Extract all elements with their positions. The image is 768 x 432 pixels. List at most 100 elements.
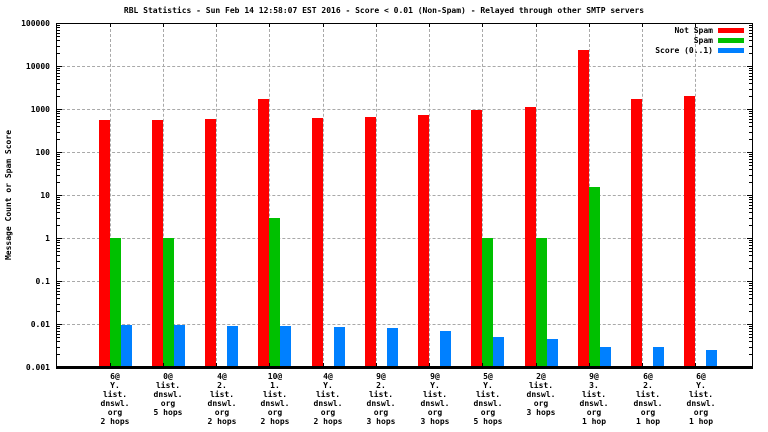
y-minor-tick bbox=[749, 161, 752, 163]
y-minor-tick bbox=[749, 96, 752, 98]
bar-spam bbox=[536, 238, 547, 366]
y-minor-tick bbox=[57, 298, 60, 300]
y-minor-tick bbox=[57, 174, 60, 176]
x-category-label: 6@ Y. list. dnswl. org 2 hops bbox=[100, 372, 130, 426]
x-tick bbox=[536, 363, 537, 366]
legend: Not Spam Spam Score (0..1) bbox=[655, 25, 744, 55]
y-minor-tick bbox=[57, 247, 60, 249]
v-gridline bbox=[376, 24, 377, 366]
x-tick bbox=[269, 24, 270, 27]
x-category-label: 6@ 2. list. dnswl. org 1 hop bbox=[633, 372, 663, 426]
y-major-tick bbox=[57, 195, 62, 196]
v-gridline bbox=[642, 24, 643, 366]
legend-entry-score-0-1: Score (0..1) bbox=[655, 45, 744, 55]
y-minor-tick bbox=[749, 113, 752, 115]
y-major-tick bbox=[57, 109, 62, 110]
x-tick bbox=[482, 24, 483, 27]
y-minor-tick bbox=[57, 326, 60, 327]
h-gridline bbox=[57, 109, 751, 110]
y-minor-tick bbox=[749, 154, 752, 155]
y-minor-tick bbox=[749, 169, 752, 171]
legend-label: Spam bbox=[693, 35, 713, 45]
y-minor-tick bbox=[749, 75, 752, 77]
h-gridline bbox=[57, 195, 751, 196]
x-tick bbox=[695, 24, 696, 27]
y-minor-tick bbox=[749, 174, 752, 176]
y-minor-tick bbox=[57, 40, 60, 42]
v-gridline bbox=[269, 24, 270, 366]
y-minor-tick bbox=[749, 247, 752, 249]
y-minor-tick bbox=[749, 268, 752, 270]
x-tick bbox=[216, 363, 217, 366]
v-gridline bbox=[163, 24, 164, 366]
y-minor-tick bbox=[749, 225, 752, 227]
bar-score-0-1 bbox=[600, 346, 611, 366]
bar-score-0-1 bbox=[387, 328, 398, 366]
y-minor-tick bbox=[749, 285, 752, 287]
y-minor-tick bbox=[57, 164, 60, 166]
y-minor-tick bbox=[749, 126, 752, 128]
y-tick-label: 1000 bbox=[30, 105, 50, 114]
bar-score-0-1 bbox=[547, 338, 558, 366]
y-minor-tick bbox=[57, 25, 60, 26]
y-minor-tick bbox=[749, 88, 752, 90]
x-tick bbox=[376, 24, 377, 27]
y-minor-tick bbox=[57, 88, 60, 90]
bar-score-0-1 bbox=[493, 336, 504, 366]
y-minor-tick bbox=[749, 283, 752, 284]
legend-swatch-spam bbox=[718, 37, 744, 43]
x-category-label: 4@ Y. list. dnswl. org 2 hops bbox=[313, 372, 343, 426]
y-minor-tick bbox=[57, 126, 60, 128]
y-tick-label: 10 bbox=[40, 191, 50, 200]
y-minor-tick bbox=[749, 25, 752, 26]
bar-not-spam bbox=[365, 117, 376, 366]
y-minor-tick bbox=[749, 131, 752, 133]
x-tick bbox=[429, 24, 430, 27]
y-minor-tick bbox=[749, 354, 752, 356]
y-major-tick bbox=[57, 324, 62, 325]
x-tick bbox=[269, 363, 270, 366]
y-minor-tick bbox=[57, 113, 60, 115]
x-tick bbox=[323, 24, 324, 27]
y-minor-tick bbox=[57, 283, 60, 284]
y-minor-tick bbox=[749, 303, 752, 305]
y-minor-tick bbox=[57, 70, 60, 72]
y-minor-tick bbox=[57, 354, 60, 356]
v-gridline bbox=[536, 24, 537, 366]
x-tick bbox=[695, 363, 696, 366]
bar-not-spam bbox=[578, 49, 589, 366]
y-minor-tick bbox=[57, 268, 60, 270]
y-minor-tick bbox=[57, 53, 60, 55]
y-minor-tick bbox=[749, 250, 752, 252]
legend-entry-spam: Spam bbox=[655, 35, 744, 45]
y-major-tick bbox=[57, 66, 62, 67]
y-minor-tick bbox=[57, 68, 60, 69]
y-minor-tick bbox=[749, 35, 752, 37]
x-category-label: 9@ 2. list. dnswl. org 3 hops bbox=[366, 372, 396, 426]
y-minor-tick bbox=[57, 111, 60, 112]
x-category-label: 2@ list. dnswl. org 3 hops bbox=[526, 372, 556, 417]
y-minor-tick bbox=[749, 53, 752, 55]
legend-label: Score (0..1) bbox=[655, 45, 713, 55]
bar-not-spam bbox=[205, 119, 216, 366]
plot-border-bottom bbox=[56, 366, 753, 369]
y-minor-tick bbox=[57, 336, 60, 338]
x-category-label: 4@ 2. list. dnswl. org 2 hops bbox=[207, 372, 237, 426]
y-minor-tick bbox=[57, 35, 60, 37]
y-major-tick bbox=[57, 152, 62, 153]
y-minor-tick bbox=[57, 217, 60, 219]
bar-not-spam bbox=[258, 99, 269, 366]
y-minor-tick bbox=[57, 333, 60, 335]
y-minor-tick bbox=[57, 207, 60, 209]
y-minor-tick bbox=[57, 255, 60, 257]
bar-spam bbox=[163, 238, 174, 366]
bar-not-spam bbox=[471, 110, 482, 366]
x-category-label: 6@ Y. list. dnswl. org 1 hop bbox=[686, 372, 716, 426]
y-minor-tick bbox=[749, 287, 752, 289]
y-minor-tick bbox=[749, 346, 752, 348]
x-category-label: 9@ Y. list. dnswl. org 3 hops bbox=[420, 372, 450, 426]
x-tick bbox=[642, 363, 643, 366]
y-tick-label: 10000 bbox=[25, 62, 50, 71]
y-minor-tick bbox=[749, 156, 752, 158]
y-minor-tick bbox=[749, 255, 752, 257]
